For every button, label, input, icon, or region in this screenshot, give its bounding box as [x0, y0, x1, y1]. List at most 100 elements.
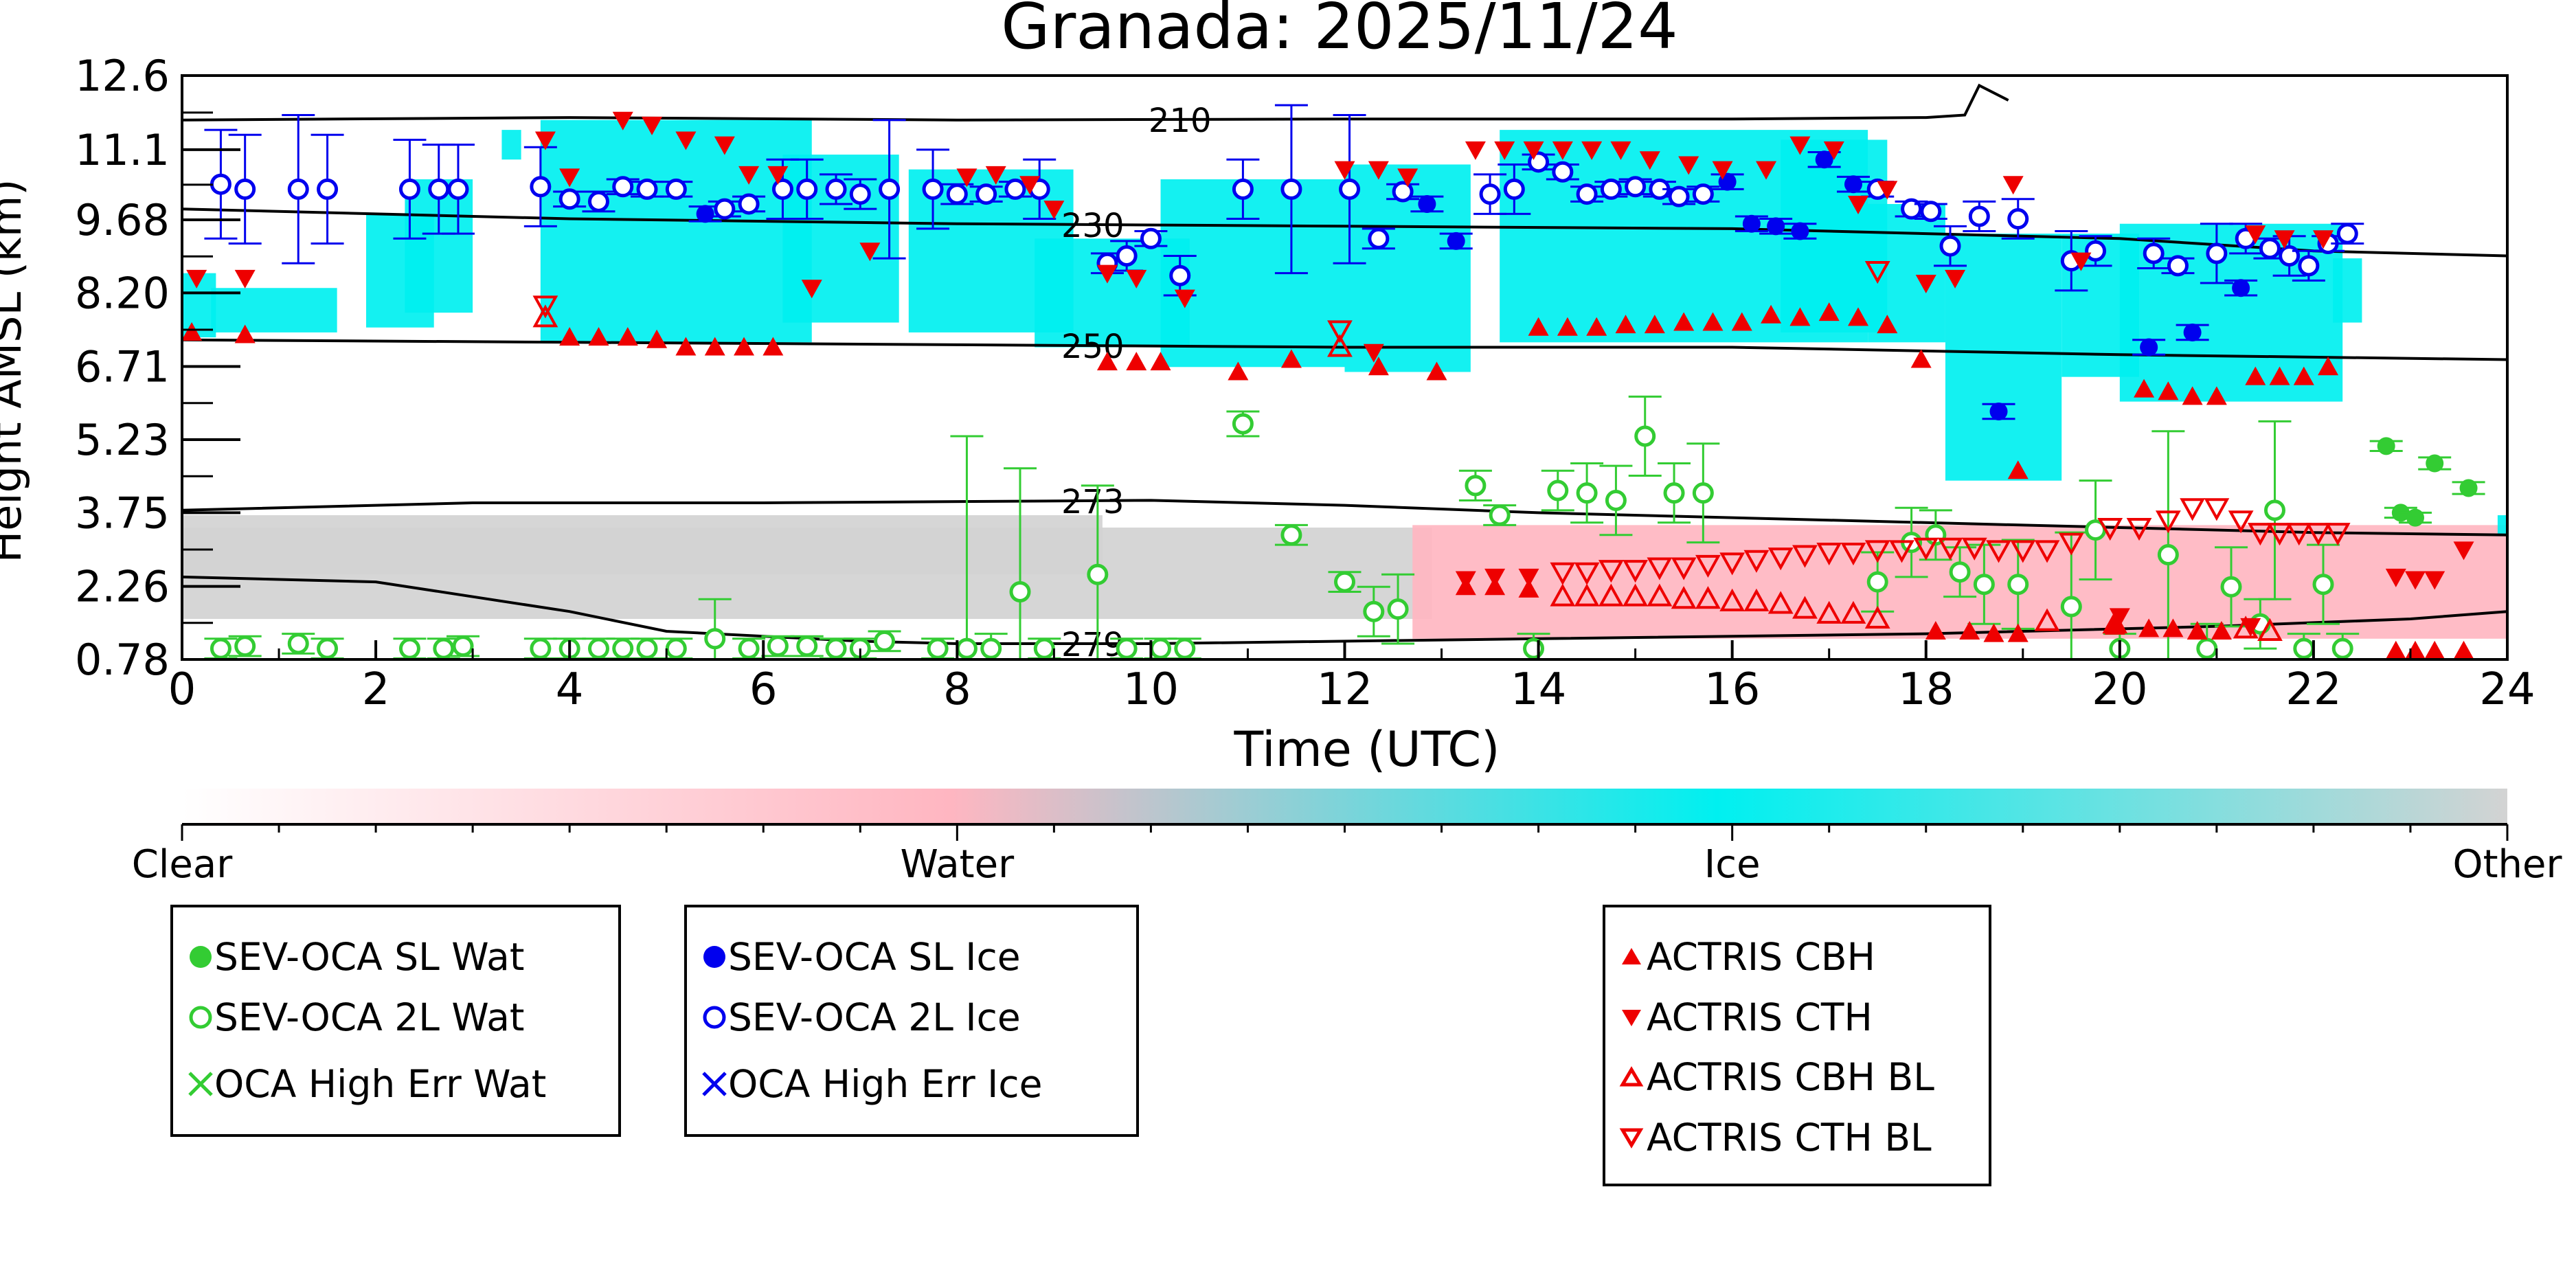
data-point: [1528, 317, 1549, 336]
filled-triangle-down-icon: [1622, 1010, 1641, 1026]
data-point: [2453, 640, 2474, 659]
data-point: [587, 190, 609, 212]
isotherm-label: 210: [1149, 102, 1212, 140]
data-point: [2034, 540, 2060, 563]
data-point: [2293, 366, 2314, 385]
data-point: [1731, 312, 1752, 331]
data-point: [946, 183, 968, 205]
data-point: [1598, 583, 1624, 607]
data-point: [1692, 183, 1714, 205]
data-point: [1695, 586, 1721, 609]
data-point: [612, 176, 634, 198]
data-point: [1647, 557, 1673, 580]
data-point: [2305, 523, 2331, 546]
y-tick-label: 5.23: [75, 415, 170, 465]
data-point: [762, 337, 784, 356]
data-point: [796, 178, 818, 200]
data-point: [181, 321, 203, 341]
data-point: [1339, 178, 1361, 200]
data-point: [1610, 141, 1631, 160]
data-point: [1678, 156, 1699, 175]
data-point: [1761, 304, 1782, 324]
data-point: [2007, 623, 2029, 642]
data-point: [2206, 242, 2228, 264]
data-point: [738, 193, 760, 215]
data-point: [1523, 637, 1545, 659]
x-tick-label: 14: [1511, 664, 1566, 715]
x-tick-label: 4: [556, 664, 584, 715]
data-point: [1280, 178, 1302, 200]
data-point: [738, 637, 760, 659]
data-point: [558, 188, 580, 210]
data-point: [636, 178, 658, 200]
y-tick-label: 2.26: [75, 562, 170, 612]
open-circle-icon: [189, 1006, 212, 1029]
data-point: [2453, 541, 2474, 561]
data-point: [2058, 532, 2084, 556]
data-point: [956, 637, 978, 659]
data-point: [1615, 315, 1636, 334]
y-axis-label: Height AMSL (km): [0, 179, 31, 563]
data-point: [2259, 238, 2281, 260]
data-point: [2318, 357, 2339, 376]
data-point: [1840, 600, 1866, 624]
data-point: [704, 628, 726, 650]
data-point: [985, 166, 1006, 185]
isotherm-label: 273: [1061, 483, 1125, 521]
data-point: [1959, 621, 1980, 640]
data-point: [1232, 178, 1254, 200]
data-point: [287, 633, 309, 655]
data-point: [704, 337, 725, 356]
data-point: [1910, 349, 1932, 368]
legend-label: SEV-OCA 2L Wat: [214, 995, 525, 1039]
filled-circle-icon: [190, 946, 212, 968]
data-point: [1937, 537, 1963, 561]
data-point: [1363, 600, 1385, 622]
data-point: [1939, 235, 1961, 257]
data-point: [587, 637, 609, 659]
data-point: [1767, 591, 1794, 614]
data-point: [2155, 510, 2181, 534]
data-point: [675, 337, 697, 356]
data-point: [210, 637, 231, 659]
legend-entry: ACTRIS CTH BL: [1605, 1114, 1932, 1162]
data-point: [1989, 403, 2008, 421]
data-point: [1327, 334, 1353, 357]
data-point: [2313, 230, 2334, 249]
data-point: [2325, 523, 2351, 546]
x-tick-label: 6: [749, 664, 778, 715]
isotherm-line: [181, 499, 2508, 536]
y-tick-label: 6.71: [75, 342, 170, 392]
data-point: [1494, 141, 1515, 160]
data-point: [2034, 608, 2060, 631]
data-point: [559, 168, 580, 188]
data-point: [2247, 523, 2273, 546]
data-point: [1019, 176, 1041, 195]
y-tick-label: 3.75: [75, 488, 170, 538]
legend-entry: OCA High Err Ice: [687, 1060, 1042, 1108]
data-point: [2264, 499, 2285, 521]
data-point: [1550, 583, 1576, 607]
data-point: [1150, 352, 1171, 371]
x-tick-label: 10: [1123, 664, 1179, 715]
legend-label: ACTRIS CTH BL: [1647, 1116, 1932, 1160]
data-point: [2232, 279, 2250, 297]
data-point: [922, 178, 944, 200]
data-point: [767, 635, 789, 657]
data-point: [1484, 568, 1506, 587]
data-point: [927, 637, 949, 659]
data-point: [825, 637, 847, 659]
data-point: [2187, 621, 2208, 640]
ice-cloud-region: [501, 130, 521, 160]
data-point: [1913, 537, 1939, 561]
data-point: [1816, 600, 1842, 624]
data-point: [859, 242, 881, 262]
data-point: [2385, 640, 2406, 659]
data-point: [1639, 151, 1660, 170]
data-point: [2405, 571, 2426, 590]
data-point: [1140, 227, 1162, 249]
data-point: [234, 635, 256, 657]
data-point: [2269, 366, 2290, 385]
data-point: [975, 183, 997, 205]
data-point: [1586, 317, 1607, 336]
